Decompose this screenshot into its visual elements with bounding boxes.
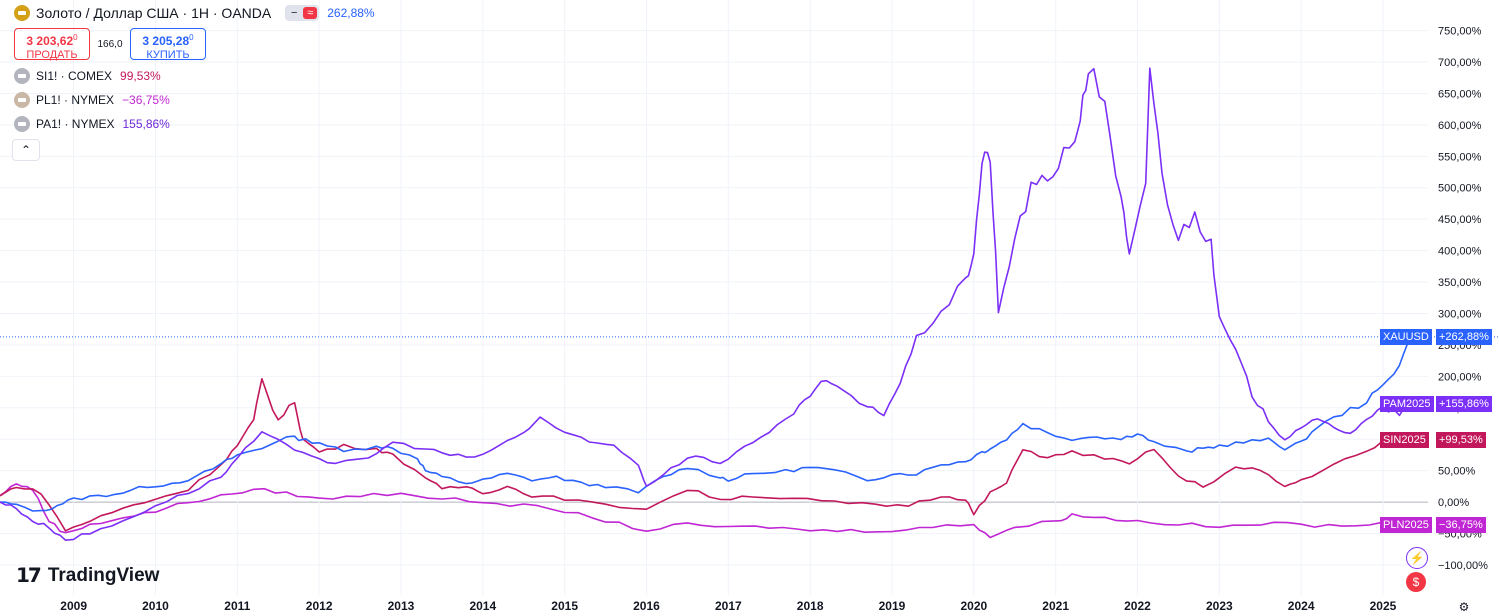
compare-change: 99,53%: [120, 69, 161, 83]
series-value-tag: +155,86%: [1436, 396, 1492, 413]
x-tick-label: 2018: [797, 599, 824, 613]
chart-series: [0, 67, 1413, 541]
y-tick-label: 650,00%: [1438, 88, 1482, 100]
minus-icon[interactable]: −: [291, 7, 298, 19]
buy-price-sup: 0: [189, 33, 194, 42]
compare-symbol[interactable]: PA1! · NYMEX: [36, 117, 115, 131]
series-symbol-tag: SIN2025: [1380, 431, 1429, 448]
y-tick-label: 700,00%: [1438, 57, 1482, 69]
series-line-pam2025: [0, 67, 1413, 541]
x-tick-label: 2010: [142, 599, 169, 613]
y-tick-label: −100,00%: [1438, 560, 1488, 572]
x-tick-label: 2022: [1124, 599, 1151, 613]
sell-price-sup: 0: [73, 33, 78, 42]
series-value-tag: −36,75%: [1436, 517, 1486, 534]
compare-change: 155,86%: [122, 117, 170, 131]
series-symbol-tag: PAM2025: [1380, 396, 1434, 413]
wave-icon[interactable]: ≈: [303, 7, 318, 19]
x-tick-label: 2025: [1370, 599, 1397, 613]
price-axis[interactable]: 750,00% 700,00% 650,00% 600,00% 550,00% 500,0…: [1438, 26, 1488, 572]
y-tick-label: 200,00%: [1438, 371, 1482, 383]
series-value-tag: +99,53%: [1436, 431, 1486, 448]
buy-button[interactable]: 3 205,280 КУПИТЬ: [130, 28, 206, 61]
lightning-icon[interactable]: ⚡: [1406, 547, 1428, 569]
compare-row-palladium[interactable]: PA1! · NYMEX 155,86%: [14, 112, 375, 136]
gold-coin-icon: [14, 5, 30, 21]
series-symbol-tag: XAUUSD: [1380, 328, 1432, 345]
y-tick-label: 50,00%: [1438, 466, 1476, 478]
tradingview-logo[interactable]: 𝟭𝟳 TradingView: [16, 563, 159, 588]
chart-legend: Золото / Доллар США · 1H · OANDA − ≈ 262,…: [14, 2, 375, 136]
time-axis[interactable]: 2009 2010 2011 2012 2013 2014 2015 2016 2017 2018…: [60, 599, 1396, 613]
tv-logo-icon: 𝟭𝟳: [16, 565, 42, 587]
symbol-icon: [14, 116, 30, 132]
series-line-sin2025: [0, 378, 1412, 532]
settings-gear-icon[interactable]: ⚙: [1458, 600, 1470, 614]
spread-value: 166,0: [97, 38, 123, 50]
us-flag-icon[interactable]: $: [1406, 572, 1426, 592]
x-tick-label: 2015: [551, 599, 578, 613]
y-tick-label: 400,00%: [1438, 246, 1482, 258]
x-tick-label: 2017: [715, 599, 742, 613]
x-tick-label: 2013: [388, 599, 415, 613]
x-tick-label: 2016: [633, 599, 660, 613]
y-tick-label: 750,00%: [1438, 26, 1482, 38]
x-tick-label: 2021: [1042, 599, 1069, 613]
x-tick-label: 2011: [224, 599, 250, 613]
x-tick-label: 2009: [60, 599, 87, 613]
buy-label: КУПИТЬ: [146, 49, 190, 61]
compare-change: −36,75%: [122, 93, 170, 107]
series-symbol-tag: PLN2025: [1380, 517, 1432, 534]
main-change: 262,88%: [327, 6, 375, 20]
compare-symbol[interactable]: SI1! · COMEX: [36, 69, 113, 83]
y-tick-label: 350,00%: [1438, 277, 1482, 289]
sell-button[interactable]: 3 203,620 ПРОДАТЬ: [14, 28, 90, 61]
y-tick-label: 550,00%: [1438, 151, 1482, 163]
sell-label: ПРОДАТЬ: [26, 49, 78, 61]
symbol-icon: [14, 68, 30, 84]
compare-symbol[interactable]: PL1! · NYMEX: [36, 93, 115, 107]
collapse-legend-button[interactable]: ⌃: [12, 139, 40, 161]
x-tick-label: 2023: [1206, 599, 1233, 613]
symbol-icon: [14, 92, 30, 108]
chevron-up-icon: ⌃: [20, 143, 32, 157]
series-line-pln2025: [0, 483, 1412, 539]
y-tick-label: 0,00%: [1438, 497, 1469, 509]
x-tick-label: 2019: [879, 599, 906, 613]
buy-price: 3 205,28: [142, 34, 190, 48]
y-tick-label: 450,00%: [1438, 214, 1482, 226]
series-line-xauusd: [0, 336, 1413, 512]
y-tick-label: 600,00%: [1438, 120, 1482, 132]
x-tick-label: 2014: [469, 599, 496, 613]
x-tick-label: 2012: [306, 599, 333, 613]
x-tick-label: 2020: [960, 599, 987, 613]
x-tick-label: 2024: [1288, 599, 1315, 613]
chart-grid: [0, 0, 1428, 595]
compare-row-silver[interactable]: SI1! · COMEX 99,53%: [14, 64, 375, 88]
y-tick-label: 300,00%: [1438, 308, 1482, 320]
series-value-tag: +262,88%: [1436, 328, 1492, 345]
brand-name: TradingView: [47, 564, 160, 586]
trade-panel: 3 203,620 ПРОДАТЬ 166,0 3 205,280 КУПИТЬ: [14, 28, 375, 61]
compare-row-platinum[interactable]: PL1! · NYMEX −36,75%: [14, 88, 375, 112]
main-symbol-row[interactable]: Золото / Доллар США · 1H · OANDA − ≈ 262,…: [14, 2, 375, 24]
display-mode-toggle[interactable]: − ≈: [285, 5, 320, 21]
main-symbol-title[interactable]: Золото / Доллар США · 1H · OANDA: [36, 5, 272, 21]
y-tick-label: 500,00%: [1438, 183, 1482, 195]
sell-price: 3 203,62: [26, 34, 74, 48]
